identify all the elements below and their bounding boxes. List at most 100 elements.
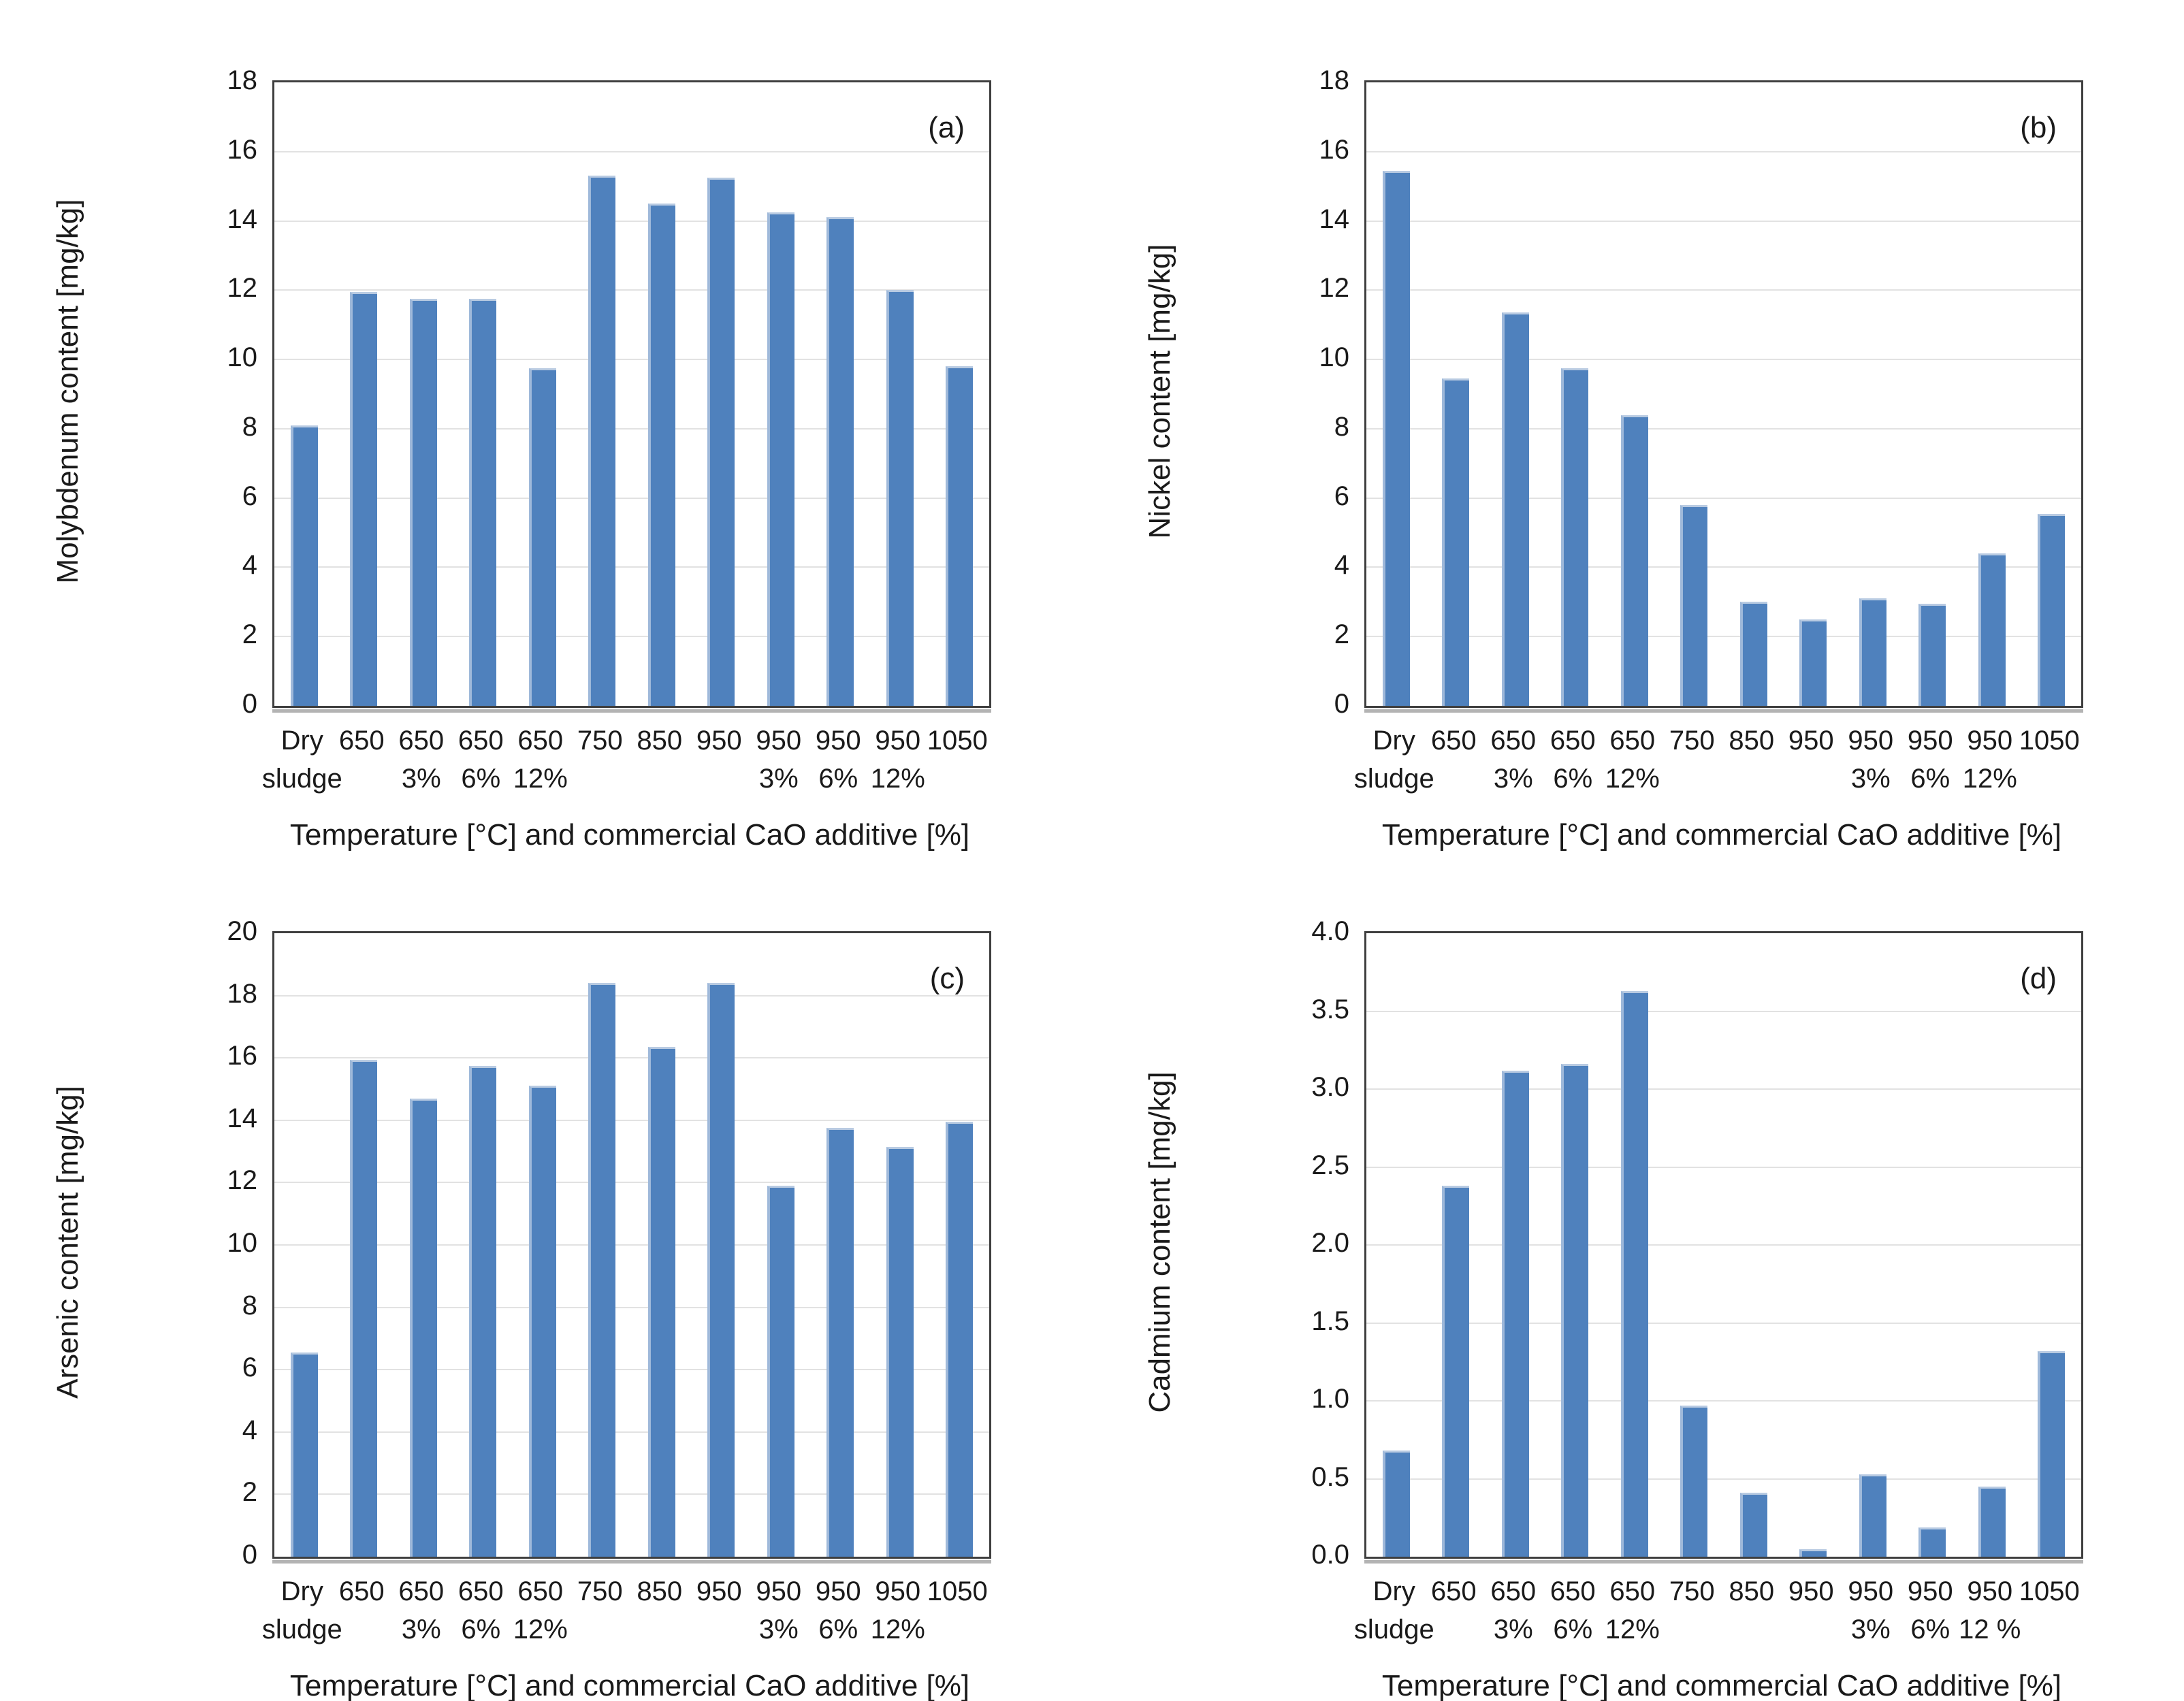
x-tick-label: 650 (1490, 1576, 1537, 1606)
x-tick-sublabel: 6% (1910, 1615, 1950, 1645)
bar-650 (350, 1059, 378, 1557)
gridline (274, 1119, 989, 1121)
x-tick-label: 650 (1430, 1576, 1477, 1606)
gridline (274, 994, 989, 997)
x-tick-label: 950 (1848, 726, 1894, 756)
x-tick-label: 950 (1907, 1576, 1953, 1606)
x-tick-sublabel: 12% (513, 764, 568, 794)
bar-950-6% (1918, 1527, 1946, 1557)
plot-area: (d) (1364, 931, 2083, 1564)
y-tick-label: 14 (227, 204, 258, 234)
gridline (274, 636, 989, 638)
bar-650-6% (1561, 1064, 1589, 1557)
x-tick-sublabel: 6% (1553, 764, 1593, 794)
bar-650-12% (528, 368, 556, 706)
x-tick-sublabel: 6% (461, 1615, 501, 1645)
bar-1050 (946, 366, 974, 706)
x-tick-label: 650 (398, 1576, 445, 1606)
x-tick-sublabel: 3% (758, 764, 799, 794)
y-tick-label: 10 (1319, 342, 1350, 373)
x-tick-sublabel: 3% (401, 1615, 441, 1645)
gridline (1366, 150, 2081, 152)
bar-950-12 % (1978, 1486, 2006, 1557)
x-tick-label: 650 (517, 726, 564, 756)
bar-950-3% (1859, 1474, 1886, 1557)
y-tick-label: 14 (1319, 204, 1350, 234)
x-tick-label: 850 (1729, 1576, 1775, 1606)
x-tick-label: Dry (280, 1576, 323, 1606)
x-tick-sublabel: 12% (870, 764, 925, 794)
x-tick-label: 950 (815, 1576, 861, 1606)
bar-Dry-sludge (290, 425, 318, 706)
x-tick-sublabel: 12% (870, 1615, 925, 1645)
y-tick-label: 4.0 (1311, 916, 1349, 946)
x-tick-sublabel: 3% (1850, 764, 1891, 794)
x-tick-sublabel: sludge (261, 764, 342, 794)
x-tick-sublabel: 6% (818, 1615, 858, 1645)
x-tick-label: 650 (457, 726, 504, 756)
x-tick-sublabel: 3% (1493, 764, 1533, 794)
y-tick-label: 2.0 (1311, 1228, 1349, 1258)
gridline (1366, 1088, 2081, 1090)
x-tick-label: 950 (756, 726, 802, 756)
gridline (274, 1493, 989, 1495)
y-tick-label: 18 (227, 65, 258, 95)
bar-950-3% (1859, 598, 1886, 706)
x-tick-sublabel: 3% (758, 1615, 799, 1645)
y-axis-title: Cadmium content [mg/kg] (1143, 1071, 1176, 1413)
y-tick-label: 14 (227, 1103, 258, 1133)
bar-950 (1799, 619, 1827, 706)
x-axis-title: Temperature [°C] and commercial CaO addi… (1381, 818, 2062, 851)
bar-950-12% (1978, 553, 2006, 706)
x-tick-label: 950 (1967, 1576, 2013, 1606)
gridline (274, 359, 989, 361)
gridline (274, 1431, 989, 1433)
bar-1050 (2038, 513, 2066, 706)
bar-650-12% (528, 1086, 556, 1557)
bar-Dry-sludge (290, 1352, 318, 1557)
y-tick-label: 10 (227, 1228, 258, 1258)
x-tick-sublabel: sludge (261, 1615, 342, 1645)
x-tick-label: Dry (1372, 1576, 1415, 1606)
bar-850 (1739, 1493, 1767, 1557)
gridline (1366, 220, 2081, 222)
y-tick-label: 16 (227, 1041, 258, 1071)
bar-950 (707, 177, 735, 706)
bar-950-12% (886, 290, 914, 706)
x-tick-label: 650 (338, 726, 385, 756)
bar-950-3% (767, 212, 794, 706)
y-tick-label: 4 (242, 550, 257, 581)
y-tick-label: 0.0 (1311, 1540, 1349, 1570)
x-axis-line-shadow (1364, 1560, 2083, 1564)
y-tick-label: 18 (1319, 65, 1350, 95)
bar-950 (707, 983, 735, 1557)
x-tick-sublabel: 3% (1493, 1615, 1533, 1645)
x-tick-sublabel: sludge (1353, 1615, 1434, 1645)
bar-850 (647, 1047, 675, 1557)
x-tick-label: 950 (756, 1576, 802, 1606)
x-tick-label: 650 (1430, 726, 1477, 756)
x-tick-label: Dry (280, 726, 323, 756)
y-tick-label: 3.0 (1311, 1072, 1349, 1102)
x-axis-title: Temperature [°C] and commercial CaO addi… (289, 818, 970, 851)
x-tick-label: 650 (457, 1576, 504, 1606)
x-tick-sublabel: 12% (1605, 1615, 1660, 1645)
x-axis-line-shadow (1364, 709, 2083, 713)
gridline (1366, 1400, 2081, 1402)
y-axis-title: Nickel content [mg/kg] (1143, 244, 1176, 539)
x-tick-label: 650 (1490, 726, 1537, 756)
x-tick-sublabel: 6% (818, 764, 858, 794)
x-tick-label: 1050 (2019, 726, 2080, 756)
bar-850 (1739, 602, 1767, 706)
bar-950 (1799, 1549, 1827, 1557)
x-tick-sublabel: 3% (1850, 1615, 1891, 1645)
x-tick-label: 950 (1967, 726, 2013, 756)
y-tick-label: 2 (242, 619, 257, 650)
gridline (1366, 1478, 2081, 1480)
bar-650 (1442, 1185, 1470, 1557)
x-axis-line-shadow (272, 709, 991, 713)
x-tick-label: 950 (1788, 726, 1834, 756)
plot-area: (b) (1364, 80, 2083, 713)
gridline (274, 1244, 989, 1246)
